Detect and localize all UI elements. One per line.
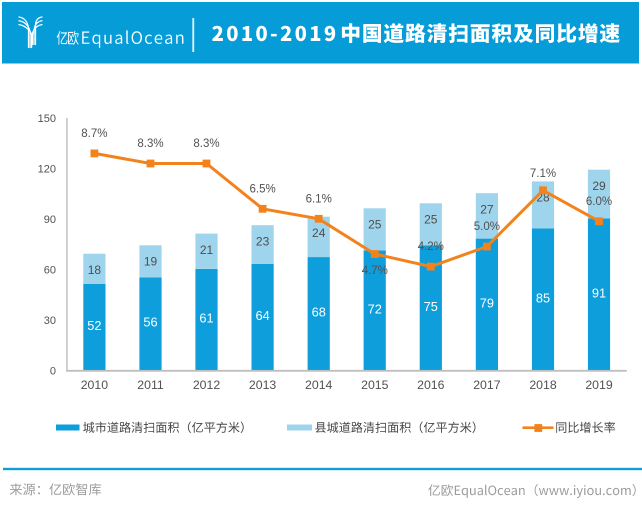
svg-text:5.0%: 5.0%	[474, 221, 500, 233]
svg-text:24: 24	[312, 226, 326, 240]
svg-text:2011: 2011	[137, 378, 164, 392]
svg-text:120: 120	[38, 164, 56, 176]
svg-text:25: 25	[424, 213, 438, 227]
svg-text:29: 29	[592, 179, 606, 193]
svg-text:27: 27	[480, 202, 494, 216]
svg-text:6.0%: 6.0%	[586, 196, 612, 208]
svg-text:2018: 2018	[529, 378, 557, 392]
svg-text:90: 90	[44, 214, 56, 226]
svg-text:2013: 2013	[249, 378, 277, 392]
svg-text:56: 56	[143, 315, 157, 330]
svg-text:4.7%: 4.7%	[362, 265, 388, 277]
svg-text:23: 23	[256, 234, 270, 248]
svg-text:6.1%: 6.1%	[306, 193, 332, 205]
svg-text:2015: 2015	[361, 378, 389, 392]
svg-text:7.1%: 7.1%	[530, 168, 556, 180]
svg-text:2014: 2014	[305, 378, 333, 392]
svg-text:8.3%: 8.3%	[137, 138, 163, 150]
svg-text:19: 19	[144, 255, 158, 269]
svg-text:0: 0	[50, 365, 56, 377]
svg-text:21: 21	[200, 243, 214, 257]
svg-text:2016: 2016	[417, 378, 445, 392]
svg-text:68: 68	[312, 305, 326, 320]
svg-text:150: 150	[38, 113, 56, 125]
svg-text:30: 30	[44, 315, 56, 327]
svg-text:52: 52	[87, 318, 101, 333]
svg-text:8.7%: 8.7%	[81, 128, 107, 140]
svg-text:6.5%: 6.5%	[249, 183, 275, 195]
svg-text:72: 72	[368, 301, 382, 316]
svg-text:64: 64	[255, 308, 269, 323]
svg-text:4.2%: 4.2%	[418, 241, 444, 253]
svg-text:8.3%: 8.3%	[193, 138, 219, 150]
svg-text:25: 25	[368, 218, 382, 232]
svg-text:2017: 2017	[473, 378, 501, 392]
svg-text:2019: 2019	[585, 378, 613, 392]
svg-text:91: 91	[592, 285, 606, 300]
svg-text:61: 61	[199, 311, 213, 326]
svg-text:2010: 2010	[81, 378, 109, 392]
svg-text:79: 79	[480, 295, 494, 310]
svg-text:18: 18	[88, 263, 102, 277]
svg-text:2012: 2012	[193, 378, 221, 392]
svg-text:85: 85	[536, 290, 550, 305]
svg-text:75: 75	[424, 299, 438, 314]
svg-text:60: 60	[44, 264, 56, 276]
